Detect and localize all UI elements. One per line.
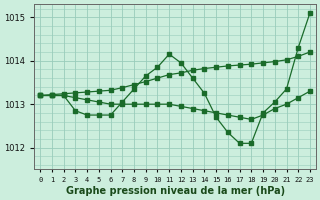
X-axis label: Graphe pression niveau de la mer (hPa): Graphe pression niveau de la mer (hPa) xyxy=(66,186,284,196)
